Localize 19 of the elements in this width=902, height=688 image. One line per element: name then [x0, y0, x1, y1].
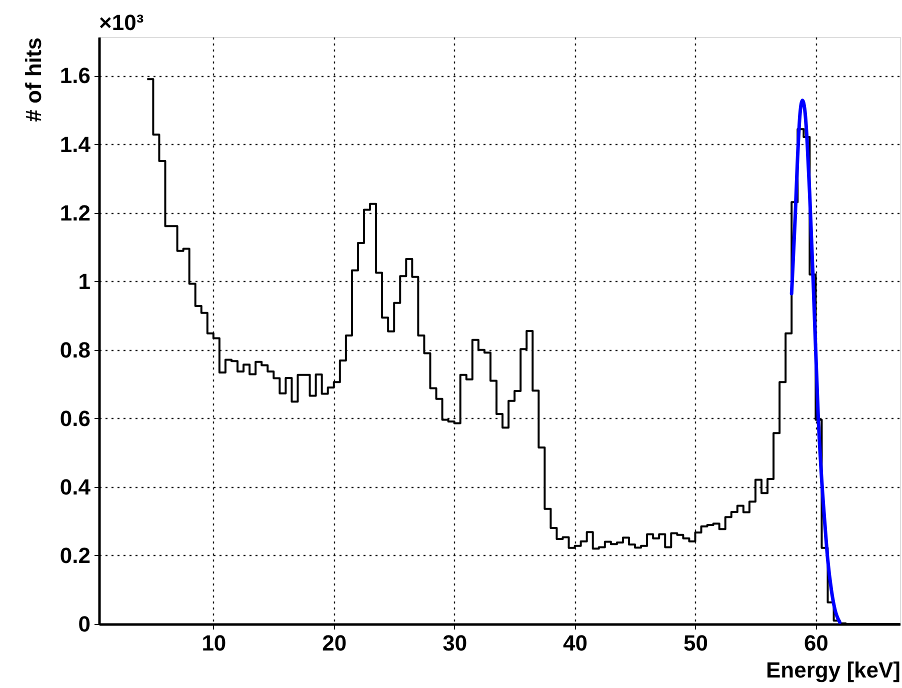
line-series — [790, 98, 842, 624]
y-axis-title: # of hits — [20, 38, 46, 122]
y-tick-label: 0.6 — [60, 406, 90, 431]
text: ×10³ — [99, 10, 144, 35]
y-tick-label: 1.6 — [60, 63, 90, 88]
x-tick-label: 20 — [322, 630, 347, 656]
x-axis-title: Energy [keV] — [766, 658, 900, 682]
y-tick-label: 0.2 — [60, 542, 90, 568]
x-tick-label: 30 — [442, 630, 468, 656]
y-tick-label: 0.8 — [60, 337, 90, 362]
y-tick-label: 1.4 — [60, 132, 92, 157]
y-tick-label: 1 — [78, 268, 90, 294]
x-tick-label: 10 — [202, 630, 226, 656]
y-tick-label: 0.4 — [60, 474, 92, 500]
y-tick-label: 0 — [78, 612, 90, 636]
x-tick-label: 60 — [804, 630, 828, 656]
x-tick-label: 50 — [683, 630, 708, 656]
x-tick-label: 40 — [563, 630, 588, 656]
y-tick-label: 1.2 — [60, 200, 90, 226]
